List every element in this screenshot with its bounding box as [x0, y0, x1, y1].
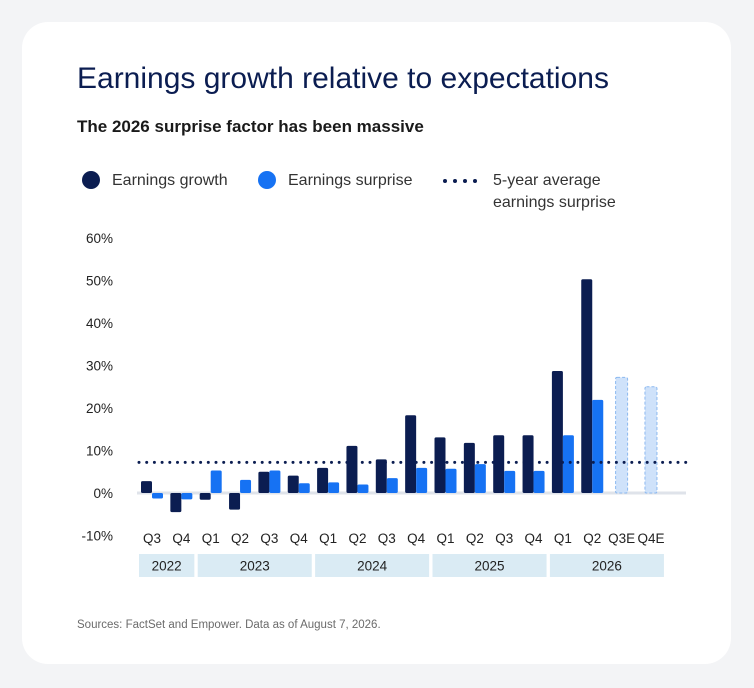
legend-label-average-line2: earnings surprise [493, 194, 616, 211]
source-note: Sources: FactSet and Empower. Data as of… [77, 619, 381, 631]
legend-label-surprise: Earnings surprise [288, 172, 413, 189]
legend-item-surprise: Earnings surprise [258, 170, 413, 192]
legend-label-growth: Earnings growth [112, 172, 228, 189]
legend-item-average: 5-year average earnings surprise [443, 170, 616, 214]
legend-item-growth: Earnings growth [82, 170, 228, 192]
chart-subtitle: The 2026 surprise factor has been massiv… [77, 117, 424, 136]
legend-label-average: 5-year average earnings surprise [493, 170, 616, 214]
legend-label-average-line1: 5-year average [493, 172, 601, 189]
chart-title: Earnings growth relative to expectations [77, 62, 609, 95]
dotted-line-icon [443, 179, 477, 183]
legend-swatch-surprise [258, 171, 276, 189]
legend-swatch-growth [82, 171, 100, 189]
legend: Earnings growth Earnings surprise 5-year… [0, 170, 754, 220]
